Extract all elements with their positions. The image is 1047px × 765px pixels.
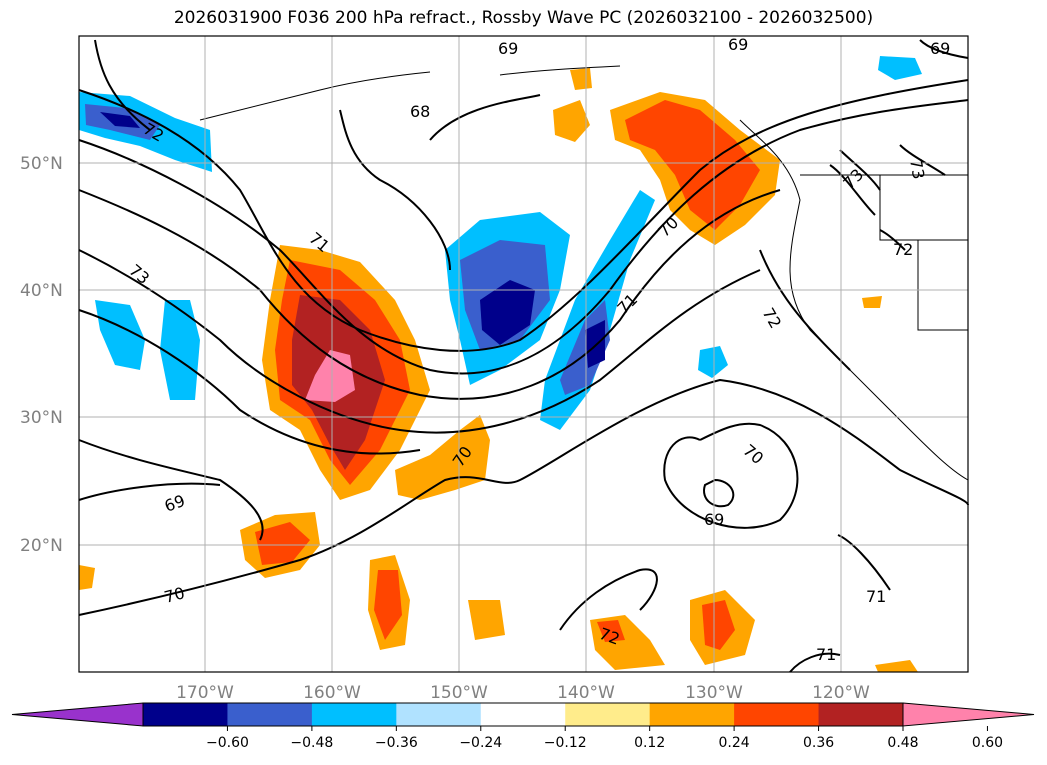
colorbar-extend-high	[902, 702, 1035, 727]
colorbar-segment	[396, 703, 482, 726]
latitude-label: 30°N	[20, 408, 63, 428]
colorbar-segment	[565, 703, 651, 726]
contour-label: 73	[906, 157, 928, 180]
colorbar-extend-low	[11, 702, 144, 727]
shaded-anomalies	[79, 56, 922, 672]
negative-anomaly-nw-center	[100, 112, 140, 128]
contour-label-group: 72 73 71 69 68 69 69 70 71 72 73 73 72 7…	[125, 35, 950, 664]
positive-anomaly-w	[79, 565, 95, 590]
map-title: 2026031900 F036 200 hPa refract., Rossby…	[173, 8, 874, 28]
positive-anomaly-main-core	[305, 350, 355, 402]
negative-anomaly-w1	[95, 300, 145, 370]
colorbar-tick-label: 0.12	[634, 735, 665, 751]
latitude-label: 20°N	[20, 536, 63, 556]
colorbar-tick-label: 0.48	[887, 735, 918, 751]
longitude-label: 160°W	[303, 683, 361, 703]
contour-label: 68	[410, 102, 430, 121]
colorbar-tick-label: −0.48	[290, 735, 333, 751]
positive-anomaly-nw-small	[570, 68, 592, 90]
positive-anomaly-s4-core	[702, 600, 735, 650]
colorbar-segment	[818, 703, 904, 726]
contour-label: 69	[162, 491, 188, 516]
positive-anomaly-se	[875, 660, 918, 672]
colorbar-segment	[480, 703, 566, 726]
contour-label: 73	[839, 165, 867, 193]
gridlines	[79, 36, 968, 672]
longitude-axis: 170°W 160°W 150°W 140°W 130°W 120°W	[176, 683, 870, 703]
negative-anomaly-ne	[878, 56, 922, 80]
positive-anomaly-ne-small	[553, 100, 590, 142]
negative-anomaly-east	[698, 346, 728, 378]
longitude-label: 140°W	[557, 683, 615, 703]
colorbar-frame	[142, 702, 904, 727]
colorbar-segment	[143, 703, 228, 726]
longitude-label: 130°W	[685, 683, 743, 703]
contour-label: 72	[759, 305, 786, 332]
longitude-label: 170°W	[176, 683, 234, 703]
contour-label: 73	[125, 261, 153, 289]
contour-label: 69	[728, 35, 748, 54]
contour-label: 70	[162, 583, 187, 607]
positive-anomaly-s1-core	[374, 570, 402, 640]
colorbar-tick-label: −0.12	[544, 735, 587, 751]
positive-anomaly-ne-core	[625, 100, 760, 230]
colorbar-tick-label: 0.36	[803, 735, 834, 751]
contour-lines	[78, 39, 969, 673]
colorbar-tick-label: 0.60	[972, 735, 1003, 751]
positive-anomaly-sm	[862, 296, 882, 308]
contour-label: 71	[866, 587, 886, 606]
contour-label: 69	[498, 39, 518, 58]
colorbar-tick-label: −0.36	[375, 735, 418, 751]
positive-anomaly-sw-core	[255, 522, 310, 565]
latitude-axis: 50°N 40°N 30°N 20°N	[20, 154, 63, 556]
contour-label: 69	[930, 39, 950, 58]
positive-anomaly-s3-core	[597, 620, 625, 642]
colorbar-tick-label: −0.24	[459, 735, 502, 751]
negative-anomaly-w2	[160, 300, 200, 400]
colorbar-segment	[649, 703, 735, 726]
longitude-label: 120°W	[812, 683, 870, 703]
colorbar-tick-label: 0.24	[719, 735, 750, 751]
colorbar-segment	[734, 703, 820, 726]
colorbar: −0.60 −0.48 −0.36 −0.24 −0.12 0.12 0.24 0.36 0.4…	[11, 702, 1035, 751]
negative-anomaly-band-center	[585, 320, 605, 368]
negative-anomaly-central-core	[480, 280, 535, 345]
positive-anomaly-s2	[468, 600, 505, 640]
colorbar-tick-label: −0.60	[206, 735, 249, 751]
positive-anomaly-sc	[395, 415, 490, 500]
colorbar-segment	[311, 703, 397, 726]
longitude-label: 150°W	[430, 683, 488, 703]
contour-label: 72	[893, 240, 913, 259]
coastlines	[199, 65, 969, 481]
colorbar-segment	[227, 703, 313, 726]
map-frame	[78, 35, 969, 673]
latitude-label: 40°N	[20, 281, 63, 301]
contour-label: 69	[704, 510, 724, 529]
latitude-label: 50°N	[20, 154, 63, 174]
contour-label: 70	[739, 441, 767, 469]
contour-label: 71	[816, 645, 836, 664]
